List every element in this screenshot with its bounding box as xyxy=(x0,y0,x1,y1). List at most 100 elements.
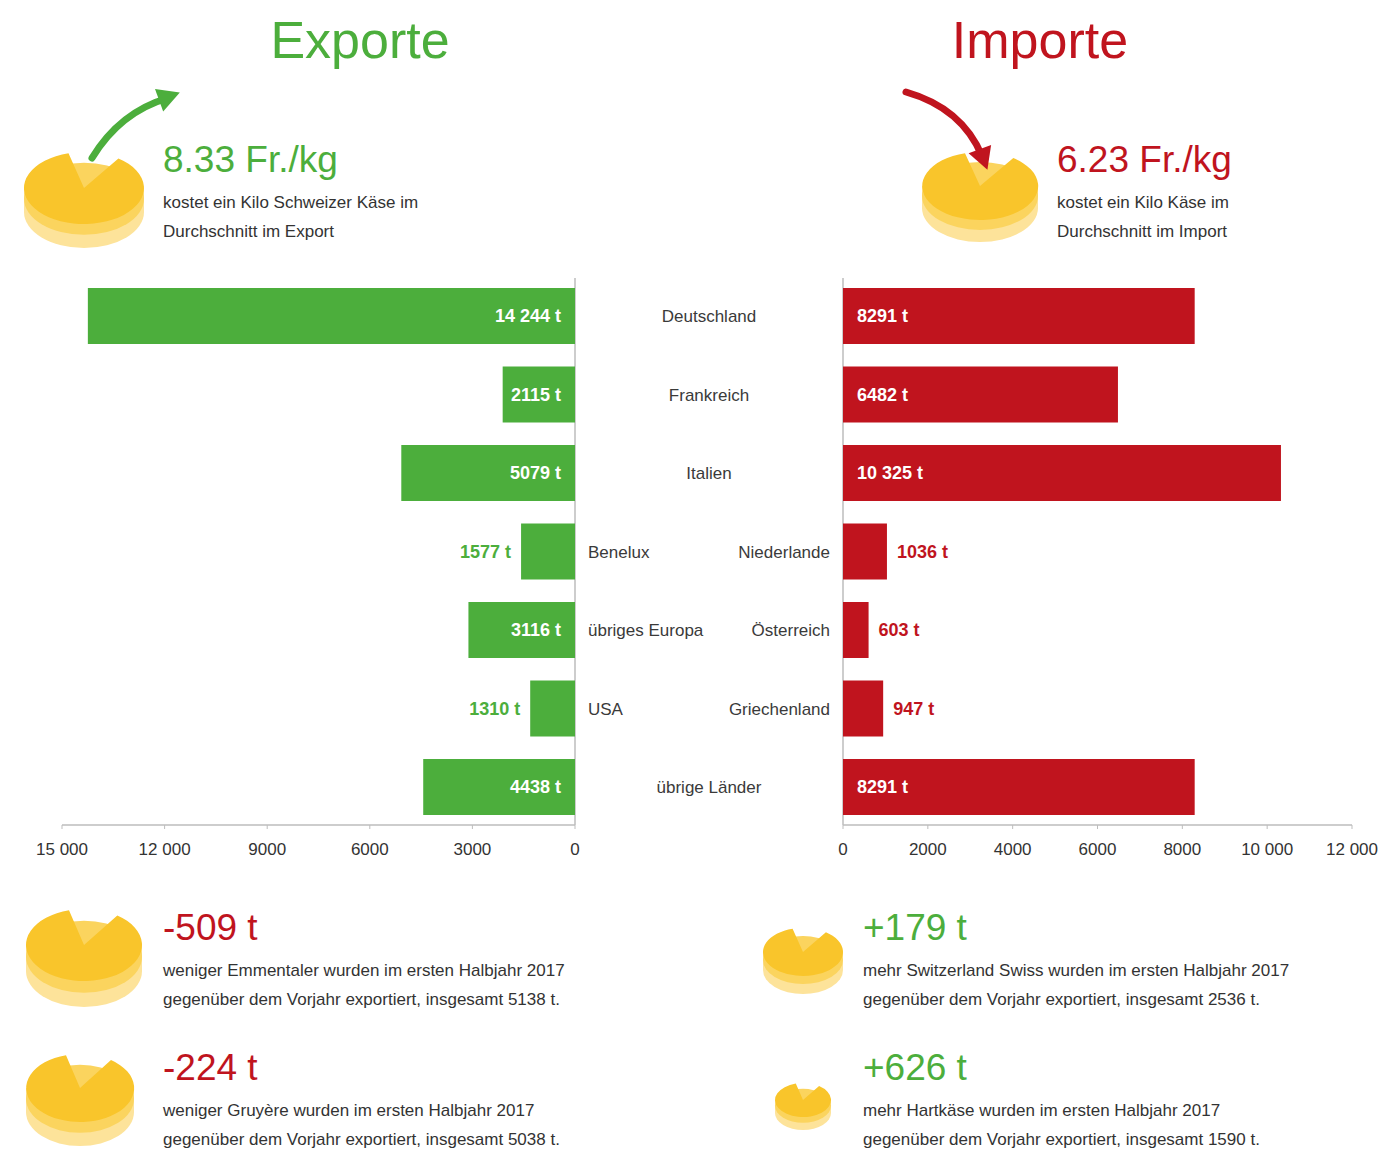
annotation-text: gegenüber dem Vorjahr exportiert, insges… xyxy=(863,1130,1260,1149)
annotation-text: gegenüber dem Vorjahr exportiert, insges… xyxy=(163,990,560,1009)
icons xyxy=(763,153,1038,1130)
x-tick-label: 6000 xyxy=(351,840,389,859)
category-label: Italien xyxy=(686,464,731,483)
x-tick xyxy=(1352,825,1353,829)
x-axis-line xyxy=(62,824,575,826)
data-label: 947 t xyxy=(893,699,934,719)
data-label: 603 t xyxy=(879,620,920,640)
annotation-text: kostet ein Kilo Schweizer Käse im xyxy=(163,193,418,212)
category-labels: Deutschland Frankreich Italien Benelux übrig… xyxy=(588,307,762,797)
category-label: Griechenland xyxy=(729,700,830,719)
category-labels: Niederlande Österreich Griechenland xyxy=(729,543,830,719)
bars xyxy=(843,288,1281,815)
annotation-value: 8.33 Fr./kg xyxy=(163,139,338,180)
axes: 15 00012 0009000600030000 xyxy=(36,278,580,859)
annotation-text: kostet ein Kilo Käse im xyxy=(1057,193,1229,212)
cheese-top xyxy=(24,153,144,224)
x-tick xyxy=(164,825,165,829)
x-tick-label: 9000 xyxy=(248,840,286,859)
cheese-top xyxy=(763,929,843,976)
canvas: Exporte15 00012 000900060003000014 244 t… xyxy=(0,0,1400,1160)
category-label: übrige Länder xyxy=(657,778,762,797)
category-label: Österreich xyxy=(752,621,830,640)
cheese-top xyxy=(26,1055,134,1122)
annotation-value: +626 t xyxy=(863,1047,968,1088)
annotation: +179 t mehr Switzerland Swiss wurden im e… xyxy=(863,907,1289,1009)
chart-title: Exporte xyxy=(270,11,449,69)
arrow-head xyxy=(969,145,992,170)
x-tick xyxy=(843,825,844,829)
x-tick-label: 0 xyxy=(838,840,847,859)
x-tick xyxy=(62,825,63,829)
data-label: 4438 t xyxy=(510,777,561,797)
bar xyxy=(843,524,887,580)
annotation: 8.33 Fr./kg kostet ein Kilo Schweizer Käs… xyxy=(163,139,418,241)
annotations: 6.23 Fr./kg kostet ein Kilo Käse im Durchs… xyxy=(863,139,1289,1149)
chart-title: Importe xyxy=(952,11,1128,69)
arrow xyxy=(906,92,991,170)
chart-0: Exporte15 00012 000900060003000014 244 t… xyxy=(24,11,762,1149)
x-tick xyxy=(1267,825,1268,829)
x-tick-label: 8000 xyxy=(1163,840,1201,859)
annotation: 6.23 Fr./kg kostet ein Kilo Käse im Durchs… xyxy=(1057,139,1232,241)
cheese-top xyxy=(775,1084,831,1117)
annotation-text: weniger Emmentaler wurden im ersten Halb… xyxy=(162,961,565,980)
arrow-head xyxy=(155,89,180,112)
x-tick-label: 12 000 xyxy=(1326,840,1378,859)
category-label: Deutschland xyxy=(662,307,757,326)
annotation-value: -224 t xyxy=(163,1047,258,1088)
annotation-text: gegenüber dem Vorjahr exportiert, insges… xyxy=(863,990,1260,1009)
page: {"chart_data": [ {"type": "bar", "title"… xyxy=(0,0,1400,1160)
cheese-top xyxy=(26,910,142,981)
data-labels: 8291 t6482 t10 325 t1036 t603 t947 t8291… xyxy=(857,306,948,797)
annotation-value: 6.23 Fr./kg xyxy=(1057,139,1232,180)
data-label: 1577 t xyxy=(460,542,511,562)
x-tick-label: 4000 xyxy=(994,840,1032,859)
annotation-text: mehr Hartkäse wurden im ersten Halbjahr … xyxy=(863,1101,1220,1120)
arrow-shaft xyxy=(92,98,168,158)
bar xyxy=(843,759,1195,815)
bar xyxy=(843,445,1281,501)
category-label: Benelux xyxy=(588,543,650,562)
bar xyxy=(423,759,575,815)
x-tick xyxy=(927,825,928,829)
arrow-shaft xyxy=(906,92,982,156)
annotation-text: mehr Switzerland Swiss wurden im ersten … xyxy=(863,961,1289,980)
bars xyxy=(88,288,575,815)
bar xyxy=(503,367,575,423)
bar xyxy=(843,602,869,658)
bar xyxy=(843,288,1195,344)
x-tick-label: 6000 xyxy=(1079,840,1117,859)
icons xyxy=(24,153,144,1146)
annotation-value: +179 t xyxy=(863,907,968,948)
bar xyxy=(401,445,575,501)
annotations: 8.33 Fr./kg kostet ein Kilo Schweizer Käs… xyxy=(162,139,565,1149)
annotation: +626 t mehr Hartkäse wurden im ersten Hal… xyxy=(863,1047,1260,1149)
x-tick xyxy=(472,825,473,829)
x-tick-label: 10 000 xyxy=(1241,840,1293,859)
bar xyxy=(468,602,575,658)
annotation-text: Durchschnitt im Export xyxy=(163,222,334,241)
annotation: -224 tweniger Gruyère wurden im ersten H… xyxy=(162,1047,560,1149)
annotation-text: gegenüber dem Vorjahr exportiert, insges… xyxy=(163,1130,560,1149)
data-label: 8291 t xyxy=(857,306,908,326)
x-tick xyxy=(1182,825,1183,829)
category-label: Niederlande xyxy=(738,543,830,562)
annotation-value: -509 t xyxy=(163,907,258,948)
x-tick xyxy=(575,825,576,829)
category-label: Frankreich xyxy=(669,386,749,405)
data-label: 6482 t xyxy=(857,385,908,405)
x-tick xyxy=(1012,825,1013,829)
data-label: 5079 t xyxy=(510,463,561,483)
annotation-text: Durchschnitt im Import xyxy=(1057,222,1227,241)
bar xyxy=(843,681,883,737)
bar xyxy=(88,288,575,344)
x-tick-label: 3000 xyxy=(453,840,491,859)
x-tick xyxy=(1097,825,1098,829)
bar xyxy=(521,524,575,580)
data-label: 2115 t xyxy=(511,385,561,405)
x-tick-label: 2000 xyxy=(909,840,947,859)
axes: 0 2000 4000 6000 8000 10 000 12 000 xyxy=(838,278,1378,859)
bar xyxy=(843,367,1118,423)
annotation: -509 t weniger Emmentaler wurden im erste… xyxy=(162,907,565,1009)
